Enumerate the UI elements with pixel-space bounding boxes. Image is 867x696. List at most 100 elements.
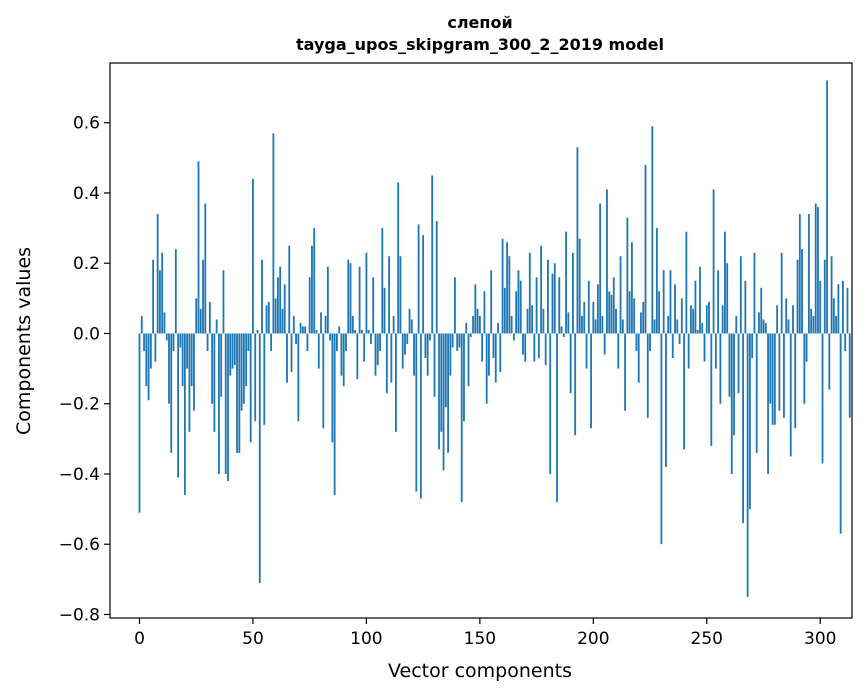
- bar: [630, 242, 633, 334]
- bar: [304, 326, 307, 334]
- bar: [460, 333, 463, 503]
- bar: [778, 333, 781, 411]
- bar: [817, 207, 819, 334]
- bar: [193, 333, 195, 411]
- bar: [805, 333, 808, 362]
- bar: [345, 333, 347, 352]
- bar: [783, 333, 785, 418]
- bar: [565, 231, 567, 334]
- bar: [488, 333, 490, 376]
- bar: [456, 333, 459, 352]
- x-tick-label: 0: [134, 629, 145, 649]
- bar: [469, 333, 472, 337]
- bar: [342, 333, 345, 387]
- bar: [624, 333, 626, 411]
- x-tick-label: 150: [464, 629, 496, 649]
- y-tick-label: 0.2: [73, 254, 100, 274]
- bar: [694, 280, 697, 334]
- bar: [424, 333, 427, 359]
- bar: [224, 333, 227, 474]
- bar: [168, 333, 170, 404]
- bar: [295, 333, 297, 345]
- bar: [685, 231, 688, 334]
- bar: [431, 175, 434, 334]
- bar: [789, 333, 792, 457]
- bar: [188, 333, 191, 432]
- bar: [195, 298, 198, 334]
- bar: [204, 203, 207, 334]
- bar: [651, 126, 654, 334]
- bar: [163, 312, 166, 334]
- bar: [803, 333, 806, 404]
- bar: [261, 259, 263, 334]
- bar: [256, 329, 259, 334]
- bar: [159, 270, 161, 334]
- bar: [333, 333, 336, 496]
- bar: [583, 301, 586, 334]
- y-tick-label: −0.2: [59, 395, 100, 415]
- bar: [208, 301, 211, 334]
- bar: [497, 322, 499, 334]
- bar: [363, 333, 366, 362]
- bar: [533, 333, 536, 362]
- bar: [839, 333, 842, 534]
- bar: [317, 333, 320, 369]
- bars-group: [138, 80, 851, 597]
- bar: [299, 322, 302, 334]
- bar: [374, 333, 377, 376]
- bar: [231, 333, 234, 369]
- bar: [322, 333, 325, 429]
- bar: [846, 287, 849, 334]
- bar: [220, 333, 223, 397]
- bar: [435, 221, 438, 334]
- bar: [252, 178, 254, 334]
- bar: [320, 312, 322, 334]
- bar: [748, 333, 751, 510]
- bar: [290, 333, 293, 373]
- bar: [812, 315, 815, 334]
- bar: [417, 224, 420, 334]
- bar: [719, 333, 722, 404]
- bar: [567, 312, 570, 334]
- bar: [678, 333, 681, 345]
- x-axis-label: Vector components: [388, 660, 572, 682]
- bar: [301, 326, 304, 334]
- bar: [399, 256, 402, 334]
- bar: [792, 305, 794, 334]
- bar: [787, 319, 790, 334]
- bar: [640, 312, 642, 334]
- bar: [447, 333, 450, 453]
- bar: [730, 333, 733, 474]
- bar: [660, 333, 663, 545]
- bar: [551, 273, 554, 334]
- bar: [379, 333, 381, 352]
- bar: [517, 270, 520, 334]
- bar: [810, 308, 813, 334]
- bar: [440, 333, 443, 432]
- bar: [512, 333, 515, 341]
- bar: [156, 214, 159, 334]
- bar: [277, 277, 279, 334]
- bar: [658, 291, 661, 334]
- bar: [844, 333, 847, 352]
- bar: [385, 333, 388, 394]
- bar: [544, 333, 547, 366]
- bar: [689, 305, 692, 334]
- bar: [821, 333, 824, 464]
- bar: [297, 333, 300, 422]
- bar: [542, 308, 545, 334]
- bar: [392, 315, 395, 334]
- bar: [823, 259, 826, 334]
- bar: [755, 333, 758, 453]
- bar: [263, 333, 266, 425]
- bar: [746, 333, 749, 597]
- bar: [408, 308, 411, 334]
- bar: [281, 308, 284, 334]
- bar: [553, 263, 556, 334]
- bar: [674, 284, 676, 334]
- bar: [351, 315, 354, 334]
- bar: [170, 333, 173, 453]
- bar: [329, 333, 332, 341]
- y-tick-label: 0.4: [73, 184, 100, 204]
